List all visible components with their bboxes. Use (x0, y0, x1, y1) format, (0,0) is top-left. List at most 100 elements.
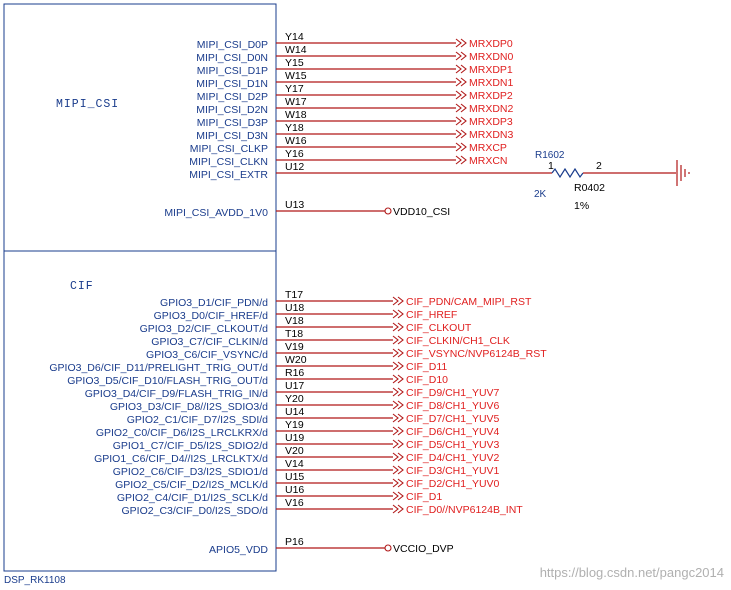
pin-name: GPIO3_D2/CIF_CLKOUT/d (140, 323, 269, 335)
pin-name: MIPI_CSI_EXTR (189, 169, 268, 181)
offpage-connector-icon (455, 51, 467, 61)
pin-number: U19 (285, 432, 304, 444)
resistor-ref: R1602 (535, 150, 565, 161)
pin-name: GPIO3_C7/CIF_CLKIN/d (151, 336, 268, 348)
pin-number: W18 (285, 109, 307, 121)
pin-name: MIPI_CSI_D3N (196, 130, 268, 142)
mipi-wires (276, 42, 552, 212)
net-label: MRXDP1 (469, 64, 513, 76)
pin-name: MIPI_CSI_D0P (197, 39, 268, 51)
pin-name: GPIO2_C5/CIF_D2/I2S_MCLK/d (115, 479, 268, 491)
net-label: CIF_D2/CH1_YUV0 (406, 478, 500, 490)
cif-pin-numbers: T17 U18 V18 T18 V19 W20 R16 U17 Y20 U14 … (285, 289, 307, 548)
net-label: CIF_VSYNC/NVP6124B_RST (406, 348, 547, 360)
pin-name: GPIO1_C7/CIF_D5/I2S_SDIO2/d (113, 440, 268, 452)
pin-name: MIPI_CSI_D2N (196, 104, 268, 116)
net-label: CIF_D6/CH1_YUV4 (406, 426, 500, 438)
pin-number: Y16 (285, 148, 304, 160)
pin-number: W15 (285, 70, 307, 82)
power-port-icon (384, 544, 392, 552)
pin-number: U14 (285, 406, 304, 418)
pin-name: MIPI_CSI_AVDD_1V0 (164, 207, 268, 219)
pin-number: P16 (285, 536, 304, 548)
pin-number: U16 (285, 484, 304, 496)
net-label: CIF_CLKIN/CH1_CLK (406, 335, 510, 347)
pin-number: R16 (285, 367, 304, 379)
net-label: CIF_D5/CH1_YUV3 (406, 439, 500, 451)
net-label: CIF_D7/CH1_YUV5 (406, 413, 500, 425)
offpage-connector-icon (392, 439, 404, 449)
component-body (3, 3, 277, 572)
pin-name: MIPI_CSI_CLKN (189, 156, 268, 168)
net-label: CIF_HREF (406, 309, 457, 321)
net-label: MRXDP0 (469, 38, 513, 50)
net-label: MRXDP3 (469, 116, 513, 128)
section-title-mipi-csi: MIPI_CSI (56, 98, 119, 111)
net-label: CIF_D11 (406, 361, 447, 373)
pin-number: V19 (285, 341, 304, 353)
pin-number: V14 (285, 458, 304, 470)
net-label: CIF_CLKOUT (406, 322, 472, 334)
offpage-connector-icon (455, 103, 467, 113)
pin-name: APIO5_VDD (209, 544, 268, 556)
net-label-power: VDD10_CSI (393, 206, 450, 218)
offpage-connector-icon (392, 452, 404, 462)
pin-number: U17 (285, 380, 304, 392)
offpage-connector-icon (392, 296, 404, 306)
component-ref: DSP_RK1108 (4, 575, 66, 586)
offpage-connector-icon (455, 77, 467, 87)
offpage-connector-icon (455, 155, 467, 165)
ground-icon (676, 160, 690, 186)
mipi-pin-names: MIPI_CSI_D0P MIPI_CSI_D0N MIPI_CSI_D1P M… (164, 39, 268, 219)
pin-name: MIPI_CSI_D2P (197, 91, 268, 103)
pin-number: U13 (285, 199, 304, 211)
cif-wires (276, 300, 393, 549)
resistor-pin1: 1 (548, 160, 554, 172)
pin-number: V20 (285, 445, 304, 457)
net-label: MRXCN (469, 155, 508, 167)
pin-name: GPIO3_D1/CIF_PDN/d (160, 297, 268, 309)
pin-number: Y14 (285, 31, 304, 43)
pin-number: U15 (285, 471, 304, 483)
pin-number: W14 (285, 44, 307, 56)
pin-name: GPIO3_D5/CIF_D10/FLASH_TRIG_OUT/d (67, 375, 268, 387)
pin-name: GPIO2_C3/CIF_D0/I2S_SDO/d (122, 505, 269, 517)
net-label: CIF_D4/CH1_YUV2 (406, 452, 500, 464)
offpage-connector-icon (455, 116, 467, 126)
pin-number: Y15 (285, 57, 304, 69)
resistor-value: 2K (534, 189, 547, 200)
mipi-pin-numbers: Y14 W14 Y15 W15 Y17 W17 W18 Y18 W16 Y16 … (285, 31, 307, 211)
net-label: CIF_D9/CH1_YUV7 (406, 387, 500, 399)
pin-name: GPIO3_D3/CIF_D8//I2S_SDIO3/d (110, 401, 268, 413)
offpage-connector-icon (455, 129, 467, 139)
pin-number: T17 (285, 289, 303, 301)
net-label: MRXDN1 (469, 77, 513, 89)
net-label: MRXDN3 (469, 129, 513, 141)
cif-pin-names: GPIO3_D1/CIF_PDN/d GPIO3_D0/CIF_HREF/d G… (49, 297, 268, 556)
net-label-power: VCCIO_DVP (393, 543, 454, 555)
offpage-connector-icon (455, 142, 467, 152)
pin-name: GPIO3_D6/CIF_D11/PRELIGHT_TRIG_OUT/d (49, 362, 268, 374)
pin-number: W16 (285, 135, 307, 147)
net-label: MRXDP2 (469, 90, 513, 102)
offpage-connector-icon (392, 387, 404, 397)
pin-name: MIPI_CSI_D0N (196, 52, 268, 64)
offpage-connector-icon (392, 348, 404, 358)
pin-number: T18 (285, 328, 303, 340)
pin-name: MIPI_CSI_CLKP (190, 143, 268, 155)
offpage-connector-icon (392, 374, 404, 384)
net-label: CIF_D1 (406, 491, 442, 503)
net-label: CIF_D8/CH1_YUV6 (406, 400, 500, 412)
cif-connectors (392, 296, 404, 514)
offpage-connector-icon (392, 413, 404, 423)
pin-number: U18 (285, 302, 304, 314)
offpage-connector-icon (392, 465, 404, 475)
offpage-connector-icon (392, 504, 404, 514)
resistor-tolerance: 1% (574, 200, 589, 212)
mipi-net-labels: MRXDP0 MRXDN0 MRXDP1 MRXDN1 MRXDP2 MRXDN… (469, 38, 513, 167)
pin-number: V16 (285, 497, 304, 509)
pin-number: V18 (285, 315, 304, 327)
net-label: CIF_D0//NVP6124B_INT (406, 504, 523, 516)
pin-number: Y17 (285, 83, 304, 95)
